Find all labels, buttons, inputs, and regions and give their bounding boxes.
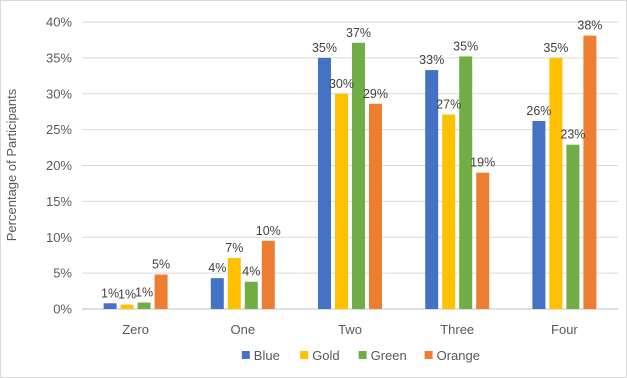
gridlines [82,21,618,310]
data-labels: 1%1%1%5% 4%7%4%10%35%30%37%29%33%27%35%19… [101,19,602,302]
data-label: 33% [419,53,444,67]
y-tick-label: 5% [53,266,72,281]
legend-label: Gold [312,348,339,363]
bar-orange-zero [154,274,168,309]
legend-label: Green [371,348,407,363]
legend: Blue Gold Green Orange [241,348,480,363]
x-category-label: Three [440,322,474,337]
y-tick-label: 15% [46,194,72,209]
bars [103,35,597,310]
y-tick-label: 40% [46,15,72,30]
data-label: 1% [101,286,119,300]
data-label: 26% [526,104,551,118]
data-label: 35% [312,41,337,55]
bar-green-one [244,281,258,309]
x-category-label: Four [551,322,578,337]
bar-blue-four [532,121,546,309]
bar-green-three [459,56,473,309]
data-label: 38% [577,19,602,33]
bar-green-zero [137,302,151,309]
x-axis-categories: Zero One Two Three Four [122,322,578,337]
y-tick-label: 35% [46,50,72,65]
legend-label: Orange [437,348,480,363]
data-label: 4% [208,261,226,275]
data-label: 35% [453,39,478,53]
bar-orange-four [583,35,597,309]
data-label: 37% [346,26,371,40]
bar-gold-zero [120,304,134,309]
bar-blue-zero [103,303,117,309]
bar-orange-two [369,103,382,309]
data-label: 35% [543,41,568,55]
bar-blue-three [425,70,439,309]
data-label: 19% [470,156,495,170]
bar-gold-two [335,93,348,309]
data-label: 27% [436,98,461,112]
bar-green-two [352,42,365,310]
x-category-label: Two [338,322,362,337]
data-label: 29% [363,87,388,101]
legend-swatch-blue [241,351,250,359]
y-tick-label: 10% [46,230,72,245]
bar-gold-four [549,57,563,309]
y-tick-label: 0% [53,302,72,317]
bar-gold-three [442,114,456,310]
bar-blue-two [318,57,331,309]
bar-orange-three [476,172,490,309]
data-label: 30% [329,77,354,91]
legend-label: Blue [254,348,280,363]
bar-blue-one [210,278,224,309]
data-label: 10% [256,224,281,238]
legend-swatch-green [358,351,367,359]
data-label: 1% [118,288,136,302]
y-tick-label: 20% [46,158,72,173]
data-label: 5% [152,258,170,272]
y-axis-title: Percentage of Participants [4,88,19,241]
bar-green-four [566,144,580,309]
y-axis-ticks: 0% 5% 10% 15% 20% 25% 30% 35% 40% [46,15,72,317]
bar-orange-one [261,240,275,309]
data-label: 7% [225,241,243,255]
legend-swatch-gold [300,351,309,359]
data-label: 4% [242,265,260,279]
legend-swatch-orange [424,351,433,359]
data-label: 1% [135,286,153,300]
data-label: 23% [560,128,585,142]
y-tick-label: 25% [46,122,72,137]
x-category-label: One [231,322,256,337]
bar-gold-one [227,258,241,309]
x-category-label: Zero [122,322,149,337]
y-tick-label: 30% [46,86,72,101]
